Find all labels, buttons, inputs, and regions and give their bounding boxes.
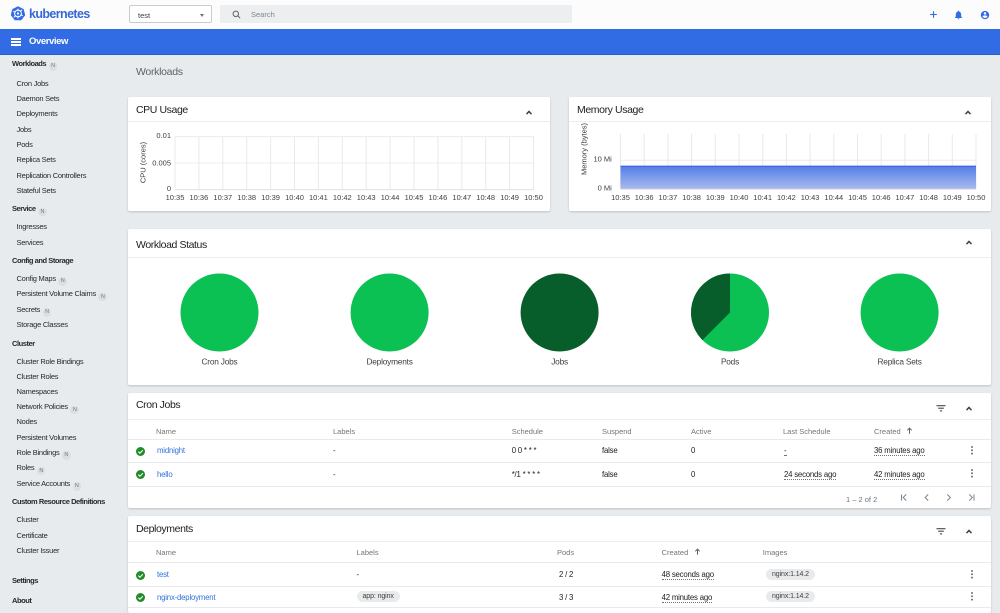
svg-text:10:41: 10:41 [753, 193, 772, 202]
svg-text:10:49: 10:49 [943, 193, 962, 202]
svg-text:Cron Jobs: Cron Jobs [201, 357, 237, 367]
svg-text:10:50: 10:50 [967, 193, 986, 202]
svg-text:10:43: 10:43 [357, 193, 376, 202]
svg-text:10:44: 10:44 [824, 193, 843, 202]
svg-text:10:37: 10:37 [213, 193, 232, 202]
svg-text:10:48: 10:48 [476, 193, 495, 202]
svg-text:10:40: 10:40 [285, 193, 304, 202]
svg-text:10:48: 10:48 [919, 193, 938, 202]
svg-text:10:35: 10:35 [611, 193, 630, 202]
svg-text:10:46: 10:46 [429, 193, 448, 202]
svg-text:10:47: 10:47 [452, 193, 471, 202]
svg-text:10:39: 10:39 [261, 193, 280, 202]
svg-text:Pods: Pods [721, 357, 739, 367]
svg-text:10:47: 10:47 [896, 193, 915, 202]
svg-text:10:45: 10:45 [848, 193, 867, 202]
svg-text:10:45: 10:45 [405, 193, 424, 202]
svg-text:10:38: 10:38 [237, 193, 256, 202]
svg-text:Jobs: Jobs [551, 357, 568, 367]
svg-text:Replica Sets: Replica Sets [878, 357, 922, 367]
svg-text:0 Mi: 0 Mi [598, 183, 613, 192]
svg-text:CPU (cores): CPU (cores) [139, 141, 148, 183]
svg-text:0.01: 0.01 [156, 131, 171, 140]
svg-text:10:50: 10:50 [524, 193, 543, 202]
svg-text:10:36: 10:36 [190, 193, 209, 202]
svg-text:10:41: 10:41 [309, 193, 328, 202]
svg-text:10:37: 10:37 [659, 193, 678, 202]
svg-text:10:36: 10:36 [635, 193, 654, 202]
svg-text:10 Mi: 10 Mi [593, 154, 612, 163]
svg-text:Deployments: Deployments [366, 357, 412, 367]
svg-text:10:39: 10:39 [706, 193, 725, 202]
svg-text:10:46: 10:46 [872, 193, 891, 202]
svg-text:Memory (bytes): Memory (bytes) [580, 122, 589, 175]
svg-text:10:40: 10:40 [730, 193, 749, 202]
svg-text:10:42: 10:42 [777, 193, 796, 202]
svg-text:10:44: 10:44 [381, 193, 400, 202]
svg-text:10:49: 10:49 [500, 193, 519, 202]
svg-text:0.005: 0.005 [152, 158, 171, 167]
svg-text:10:42: 10:42 [333, 193, 352, 202]
svg-text:10:35: 10:35 [166, 193, 185, 202]
svg-text:0: 0 [167, 184, 171, 193]
svg-text:10:43: 10:43 [801, 193, 820, 202]
svg-text:10:38: 10:38 [682, 193, 701, 202]
